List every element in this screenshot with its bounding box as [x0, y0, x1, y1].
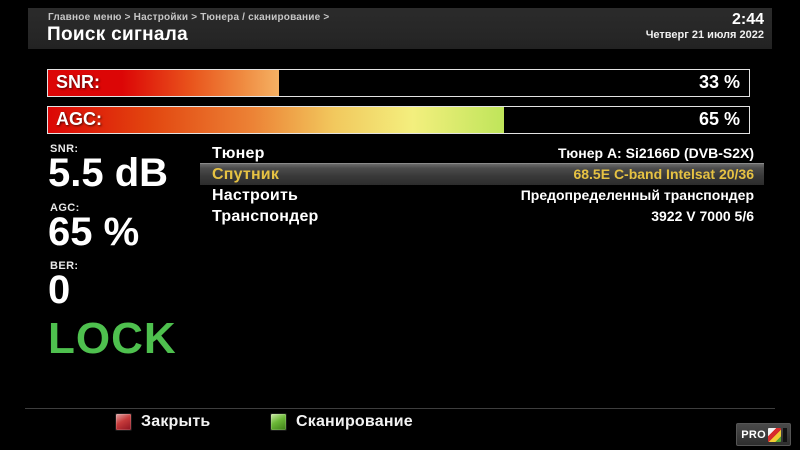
snr-bar-label: SNR:: [56, 72, 100, 92]
menu-item-label: Настроить: [212, 187, 299, 204]
snr-stat-value: 5.5 dB: [48, 151, 169, 195]
menu-item-configure[interactable]: Настроить Предопределенный транспондер: [200, 185, 764, 206]
header-bar: Главное меню > Настройки > Тюнера / скан…: [28, 8, 772, 49]
ber-stat-value: 0: [48, 268, 71, 312]
menu-item-value: 3922 V 7000 5/6: [651, 208, 754, 224]
menu-item-transponder[interactable]: Транспондер 3922 V 7000 5/6: [200, 206, 764, 227]
time: 2:44: [731, 11, 764, 28]
snr-bar-fill: [48, 70, 280, 96]
scan-button[interactable]: Сканирование: [270, 413, 413, 431]
breadcrumb: Главное меню > Настройки > Тюнера / скан…: [48, 12, 330, 23]
snr-progress-bar: SNR: 33 %: [47, 69, 750, 97]
ber-stat-label: BER:: [50, 260, 79, 272]
snr-stat-label: SNR:: [50, 143, 79, 155]
settings-menu: Тюнер Тюнер A: Si2166D (DVB-S2X) Спутник…: [200, 143, 764, 227]
agc-stat-value: 65 %: [48, 210, 140, 254]
clock: 2:44 Четверг 21 июля 2022: [646, 11, 764, 41]
logo-text: PRO: [741, 428, 766, 441]
close-button[interactable]: Закрыть: [115, 413, 210, 431]
scan-button-label: Сканирование: [296, 413, 413, 430]
footer-divider: [25, 408, 775, 409]
menu-item-value: Предопределенный транспондер: [520, 187, 754, 203]
logo-icon: [768, 427, 781, 442]
red-key-icon: [115, 413, 132, 431]
menu-item-label: Тюнер: [212, 145, 265, 162]
agc-bar-label: AGC:: [56, 109, 102, 129]
green-key-icon: [270, 413, 287, 431]
page-title: Поиск сигнала: [47, 24, 189, 45]
menu-item-label: Транспондер: [212, 208, 319, 225]
agc-bar-fill: [48, 107, 504, 133]
close-button-label: Закрыть: [141, 413, 211, 430]
lock-status: LOCK: [48, 314, 177, 363]
snr-bar-value: 33 %: [698, 72, 740, 92]
menu-item-label: Спутник: [212, 166, 280, 183]
menu-item-satellite[interactable]: Спутник 68.5E C-band Intelsat 20/36: [200, 163, 764, 185]
agc-progress-bar: AGC: 65 %: [47, 106, 750, 134]
agc-stat-label: AGC:: [50, 202, 80, 214]
menu-item-tuner[interactable]: Тюнер Тюнер A: Si2166D (DVB-S2X): [200, 143, 764, 164]
menu-item-value: Тюнер A: Si2166D (DVB-S2X): [557, 145, 754, 161]
agc-bar-value: 65 %: [698, 109, 740, 129]
logo-strip: [783, 427, 787, 442]
pro-tv-logo: PRO: [736, 423, 791, 446]
menu-item-value: 68.5E C-band Intelsat 20/36: [573, 166, 754, 182]
date: Четверг 21 июля 2022: [645, 29, 764, 41]
